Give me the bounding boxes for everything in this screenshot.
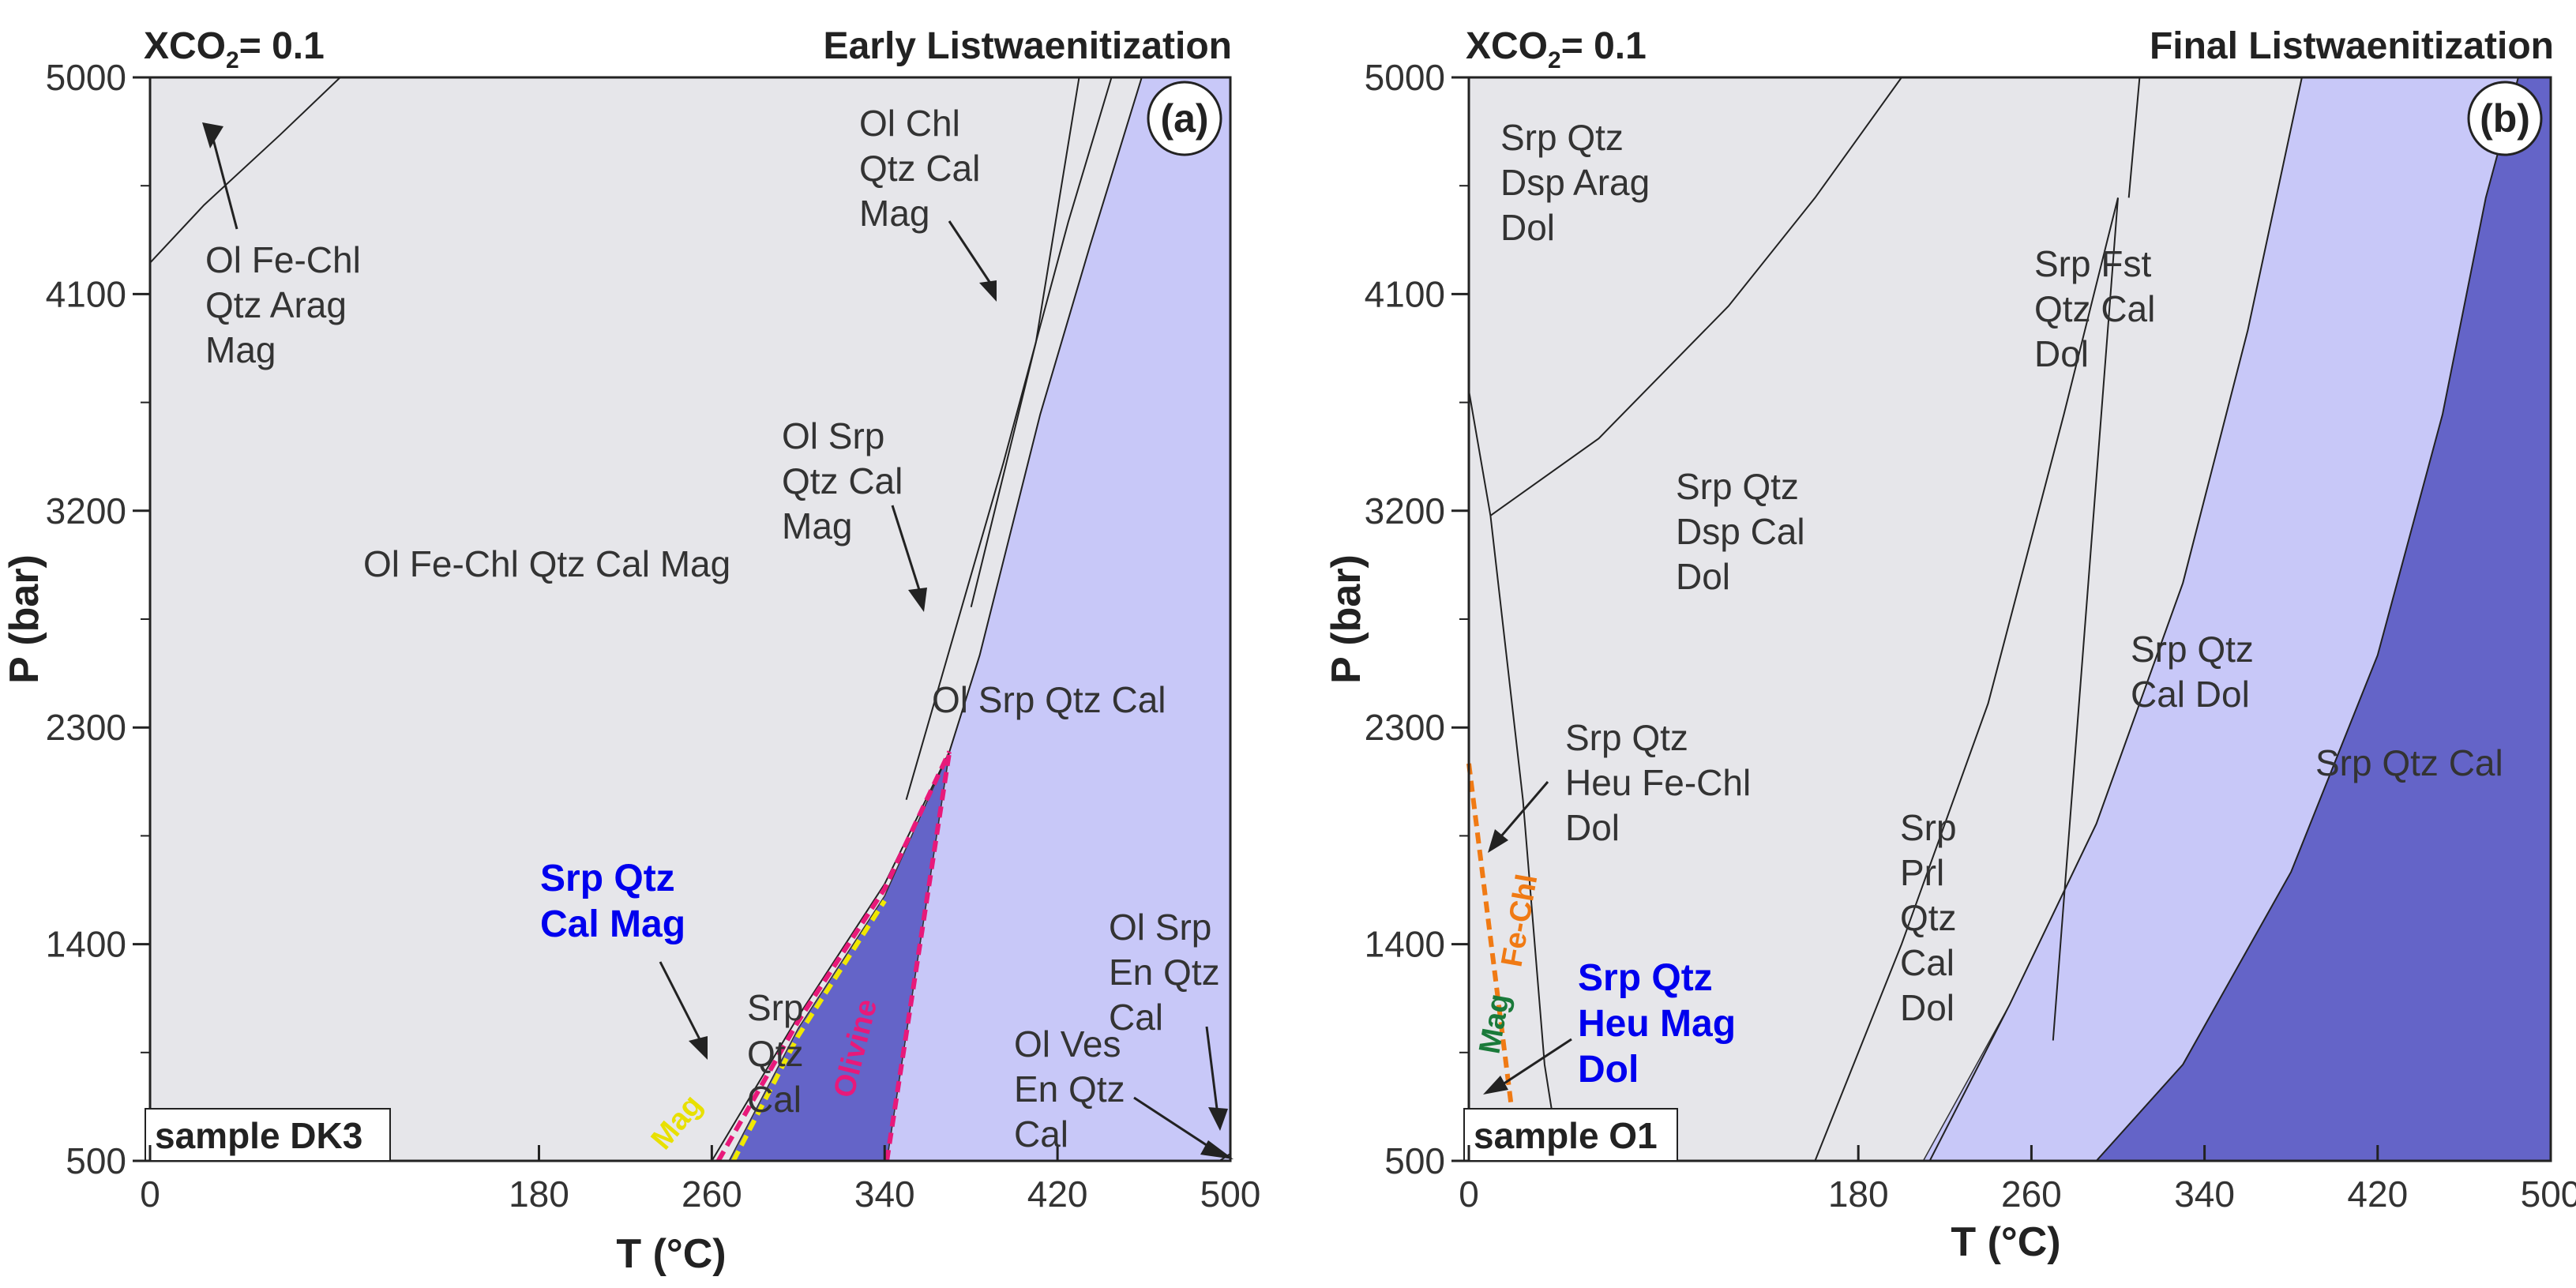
boundary-line-b-3 — [2052, 197, 2119, 1041]
sample-label-b: sample O1 — [1474, 1115, 1658, 1156]
boundary-line-a-1 — [711, 77, 1143, 1162]
panel-a: XCO2= 0.1 Early Listwaenitization (a) sa… — [2, 25, 1260, 1277]
x-tick-label-b-0: 0 — [1459, 1173, 1479, 1215]
label-srp-qtz-heu-fechl-dol: Srp Qtz Heu Fe-Chl Dol — [1565, 717, 1751, 848]
dashed-line-a-2 — [731, 899, 887, 1162]
label-srp-prl-qtz-cal-dol: Srp Prl Qtz Cal Dol — [1900, 807, 1957, 1028]
x-tick-label-a-1: 180 — [509, 1173, 569, 1215]
label-ol-srp-qtz-cal: Ol Srp Qtz Cal — [932, 679, 1166, 720]
panel-letter-b: (b) — [2480, 96, 2530, 141]
label-ol-srp-en-qtz-cal: Ol Srp En Qtz Cal — [1109, 907, 1220, 1038]
label-ol-ves-en-qtz-cal: Ol Ves En Qtz Cal — [1014, 1023, 1125, 1155]
boundary-line-b-4 — [2127, 77, 2141, 198]
boundary-line-b-5 — [1928, 77, 2303, 1162]
y-tick-label-a-1: 1400 — [46, 924, 126, 965]
y-axis-title-b: P (bar) — [1324, 554, 1369, 684]
y-tick-label-b-2: 2300 — [1365, 707, 1445, 748]
x-axis-title-b: T (°C) — [1951, 1219, 2060, 1265]
y-tick-label-b-0: 500 — [1384, 1140, 1445, 1181]
y-axis-title-a: P (bar) — [2, 554, 47, 684]
y-tick-label-b-4: 4100 — [1365, 273, 1445, 314]
label-srp-qtz-cal: Srp Qtz Cal — [747, 987, 804, 1120]
boundary-line-b-2 — [1814, 197, 2119, 1162]
panel-title-a: Early Listwaenitization — [824, 25, 1232, 67]
label-ol-fechl-qtz-cal-mag: Ol Fe-Chl Qtz Cal Mag — [363, 543, 730, 584]
dashed-line-a-1 — [715, 750, 952, 1162]
x-tick-label-b-5: 500 — [2521, 1173, 2576, 1215]
panel-title-b: Final Listwaenitization — [2150, 25, 2554, 67]
x-tick-label-b-4: 420 — [2347, 1173, 2408, 1215]
label-srp-qtz-heu-mag-dol: Srp Qtz Heu Mag Dol — [1578, 957, 1736, 1091]
label-srp-qtz-cal-mag: Srp Qtz Cal Mag — [540, 858, 685, 945]
y-tick-label-a-2: 2300 — [46, 707, 126, 748]
boundary-line-a-0 — [149, 77, 341, 264]
y-tick-label-a-0: 500 — [66, 1140, 126, 1181]
xco2-label-b: XCO2= 0.1 — [1466, 25, 1647, 73]
label-srp-qtz-dsp-cal-dol: Srp Qtz Dsp Cal Dol — [1676, 466, 1805, 597]
boundary-line-b-0 — [1489, 77, 1902, 516]
sample-box-b — [1463, 1108, 1678, 1162]
label-ol-fechl-qtz-arag-mag: Ol Fe-Chl Qtz Arag Mag — [205, 239, 361, 370]
dashed-line-b-0 — [1466, 763, 1515, 1113]
label-srp-qtz-cal-dol: Srp Qtz Cal Dol — [2131, 629, 2254, 715]
x-tick-label-a-5: 500 — [1200, 1173, 1261, 1215]
panel-letter-circle-b — [2467, 81, 2543, 156]
x-tick-label-b-2: 260 — [2001, 1173, 2062, 1215]
sample-label-a: sample DK3 — [155, 1115, 362, 1156]
panel-letter-a: (a) — [1160, 96, 1208, 141]
x-tick-label-b-3: 340 — [2174, 1173, 2235, 1215]
x-tick-label-a-0: 0 — [140, 1173, 160, 1215]
x-axis-title-a: T (°C) — [616, 1231, 726, 1277]
x-tick-label-a-4: 420 — [1027, 1173, 1088, 1215]
boundary-line-b-1 — [1468, 390, 1561, 1162]
boundary-line-b-6 — [2095, 77, 2519, 1162]
arrows-a — [202, 122, 1234, 1159]
y-tick-label-a-5: 5000 — [46, 57, 126, 98]
sample-box-a — [145, 1108, 391, 1162]
panel-letter-circle-a — [1147, 81, 1222, 156]
y-tick-label-b-1: 1400 — [1365, 924, 1445, 965]
panel-b: XCO2= 0.1 Final Listwaenitization (b) sa… — [1324, 25, 2576, 1265]
y-tick-label-b-5: 5000 — [1365, 57, 1445, 98]
xco2-label-a: XCO2= 0.1 — [144, 25, 325, 73]
x-tick-label-a-3: 340 — [854, 1173, 915, 1215]
label-ol-chl-qtz-cal-mag: Ol Chl Qtz Cal Mag — [859, 103, 980, 234]
x-tick-label-a-2: 260 — [682, 1173, 742, 1215]
x-tick-label-b-1: 180 — [1828, 1173, 1889, 1215]
label-ol-srp-qtz-cal-mag: Ol Srp Qtz Cal Mag — [782, 415, 903, 546]
label-srp-fst-qtz-cal-dol: Srp Fst Qtz Cal Dol — [2034, 243, 2155, 374]
y-tick-label-a-3: 3200 — [46, 490, 126, 531]
label-srp-qtz-dsp-arag-dol: Srp Qtz Dsp Arag Dol — [1500, 117, 1650, 248]
y-tick-label-a-4: 4100 — [46, 273, 126, 314]
label-srp-qtz-cal-b: Srp Qtz Cal — [2315, 742, 2503, 783]
arrows-b — [1483, 781, 1572, 1095]
boundary-line-a-3 — [970, 77, 1080, 608]
y-tick-label-b-3: 3200 — [1365, 490, 1445, 531]
